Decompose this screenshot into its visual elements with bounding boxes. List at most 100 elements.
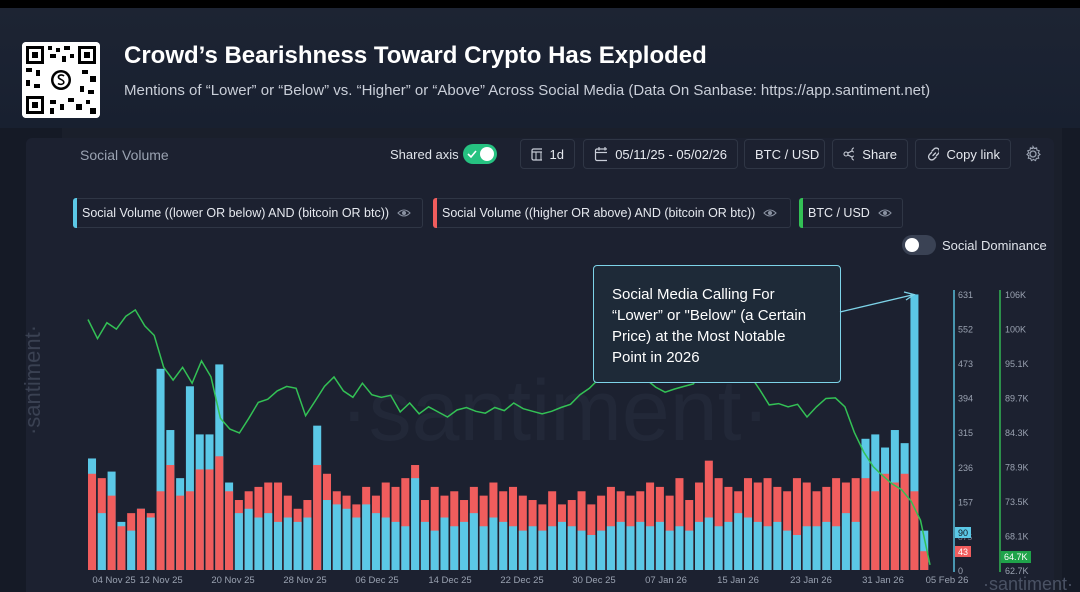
bar-lower-below (920, 530, 929, 570)
badge-btc-usd-text: 64.7K (1004, 552, 1028, 562)
bar-lower-below (655, 521, 664, 570)
header: Crowd’s Bearishness Toward Crypto Has Ex… (0, 8, 1080, 128)
legend-label: Social Volume ((lower OR below) AND (bit… (82, 206, 390, 220)
bar-higher-above (195, 469, 204, 570)
legend-item-higher-above[interactable]: Social Volume ((higher OR above) AND (bi… (433, 198, 791, 228)
bar-lower-below (185, 386, 194, 570)
bar-lower-below (332, 504, 341, 570)
x-tick-label: 23 Jan 26 (790, 575, 832, 586)
bar-lower-below (606, 526, 615, 570)
share-button[interactable]: Share (832, 139, 908, 169)
bar-lower-below (371, 513, 380, 570)
shared-axis-label: Shared axis (390, 147, 459, 162)
bar-lower-below (832, 526, 841, 570)
bar-lower-below (528, 526, 537, 570)
page-title: Crowd’s Bearishness Toward Crypto Has Ex… (124, 42, 707, 69)
settings-gear-icon[interactable] (1024, 145, 1042, 163)
eye-icon[interactable] (878, 208, 892, 218)
bar-lower-below (626, 526, 635, 570)
pair-label: BTC / USD (755, 146, 820, 162)
bar-lower-below (548, 526, 557, 570)
bar-lower-below (97, 513, 106, 570)
copy-link-button[interactable]: Copy link (915, 139, 1011, 169)
bar-higher-above (763, 478, 772, 570)
bar-higher-above (675, 478, 684, 570)
bar-lower-below (127, 530, 136, 570)
bar-lower-below (695, 521, 704, 570)
bar-higher-above (920, 551, 929, 570)
legend-item-btc-usd[interactable]: BTC / USD (799, 198, 903, 228)
x-tick-label: 14 Dec 25 (428, 575, 471, 586)
y-right-tick-label: 78.9K (1005, 463, 1029, 473)
bar-lower-below (557, 521, 566, 570)
eye-icon[interactable] (397, 208, 411, 218)
bar-higher-above (871, 491, 880, 570)
qr-code-icon (22, 42, 100, 118)
y-right-tick-label: 62.7K (1005, 566, 1029, 576)
bar-lower-below (851, 521, 860, 570)
bar-higher-above (166, 465, 175, 570)
badge-btc-usd (1001, 551, 1031, 563)
badge-lower-below (955, 527, 971, 538)
y-left-tick-label: 552 (958, 325, 973, 335)
y-left-tick-label: 157 (958, 497, 973, 507)
bar-lower-below (518, 530, 527, 570)
bar-higher-above (117, 526, 126, 570)
bar-lower-below (420, 521, 429, 570)
bar-lower-below (322, 500, 332, 570)
bar-lower-below (450, 526, 459, 570)
bar-lower-below (685, 530, 694, 570)
bar-lower-below (714, 526, 723, 570)
bar-higher-above (430, 486, 439, 570)
bar-higher-above (215, 456, 224, 570)
social-dominance-toggle[interactable] (902, 235, 936, 255)
bar-lower-below (146, 517, 155, 570)
bar-lower-below (753, 521, 762, 570)
bar-lower-below (597, 530, 606, 570)
bar-lower-below (430, 530, 439, 570)
share-label: Share (862, 146, 897, 162)
bar-higher-above (881, 473, 890, 570)
bar-lower-below (734, 513, 743, 570)
bar-lower-below (567, 526, 576, 570)
x-tick-label: 28 Nov 25 (283, 575, 326, 586)
shared-axis-toggle[interactable] (463, 144, 497, 164)
y-left-tick-label: 394 (958, 394, 973, 404)
eye-icon[interactable] (763, 208, 778, 218)
interval-button[interactable]: 1d (520, 139, 575, 169)
copy-link-label: Copy link (946, 146, 1000, 162)
calendar-icon (594, 147, 608, 162)
bar-lower-below (264, 513, 273, 570)
y-left-tick-label: 315 (958, 428, 973, 438)
legend-label: BTC / USD (808, 206, 870, 220)
bar-higher-above (88, 473, 97, 570)
legend-item-lower-below[interactable]: Social Volume ((lower OR below) AND (bit… (73, 198, 423, 228)
bar-higher-above (890, 482, 899, 570)
x-tick-label: 12 Nov 25 (139, 575, 182, 586)
bar-higher-above (704, 460, 713, 570)
bar-lower-below (479, 526, 488, 570)
y-right-tick-label: 68.1K (1005, 532, 1029, 542)
x-tick-label: 31 Jan 26 (862, 575, 904, 586)
bar-lower-below (391, 521, 400, 570)
bar-lower-below (460, 521, 469, 570)
check-icon (467, 150, 477, 159)
date-range-button[interactable]: 05/11/25 - 05/02/26 (583, 139, 738, 169)
bar-lower-below (362, 504, 371, 570)
legend-label: Social Volume ((higher OR above) AND (bi… (442, 206, 756, 220)
pair-button[interactable]: BTC / USD (744, 139, 825, 169)
bar-lower-below (440, 517, 449, 570)
y-right-tick-label: 73.5K (1005, 497, 1029, 507)
bar-lower-below (538, 530, 547, 570)
bar-higher-above (861, 478, 870, 570)
bar-lower-below (303, 517, 312, 570)
bar-higher-above (205, 469, 214, 570)
x-tick-label: 20 Nov 25 (211, 575, 254, 586)
annotation-text: Social Media Calling For “Lower” or "Bel… (612, 286, 807, 366)
bar-lower-below (244, 508, 253, 570)
bar-lower-below (704, 517, 713, 570)
bar-higher-above (313, 465, 322, 570)
bar-lower-below (802, 526, 811, 570)
bar-higher-above (136, 508, 145, 570)
badge-higher-above-text: 43 (958, 547, 968, 557)
